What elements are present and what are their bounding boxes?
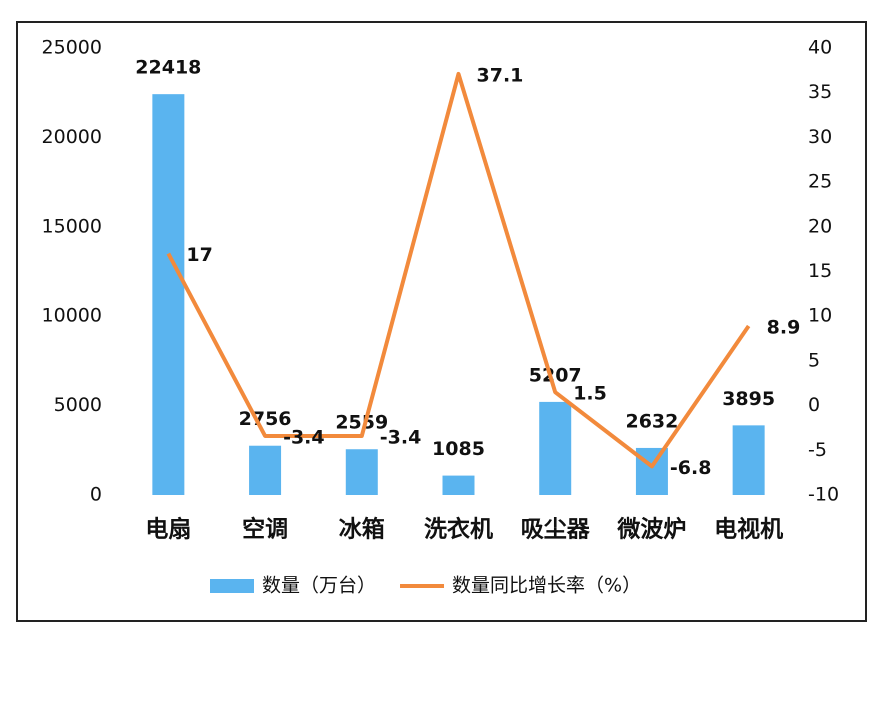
y2-tick-label: 0	[808, 394, 820, 416]
bar	[345, 449, 378, 495]
y2-tick-label: 25	[808, 171, 832, 193]
line-data-label: -3.4	[380, 426, 422, 448]
legend-label: 数量（万台）	[262, 575, 376, 597]
line	[166, 71, 751, 469]
bar	[539, 401, 572, 495]
legend-swatch	[210, 579, 254, 593]
x-tick-label: 吸尘器	[521, 517, 591, 543]
x-tick-label: 空调	[242, 516, 288, 543]
x-tick-label: 洗衣机	[424, 516, 493, 543]
y2-tick-label: 5	[808, 349, 820, 371]
line-data-label: -3.4	[283, 426, 325, 448]
line-data-label: -6.8	[670, 457, 712, 479]
y-tick-label: 25000	[42, 37, 102, 59]
bar-data-label: 2632	[625, 410, 678, 432]
y2-tick-label: 40	[808, 37, 832, 59]
x-tick-label: 冰箱	[339, 516, 385, 543]
line-data-label: 37.1	[477, 64, 524, 86]
y2-tick-label: 15	[808, 260, 832, 282]
bar-data-label: 1085	[432, 438, 485, 460]
y-tick-label: 10000	[42, 305, 102, 327]
bar	[732, 425, 765, 495]
x-tick-label: 微波炉	[616, 516, 686, 543]
bar	[442, 475, 475, 495]
line-data-label: 1.5	[573, 383, 607, 405]
y2-tick-label: 30	[808, 126, 832, 148]
legend-label: 数量同比增长率（%）	[452, 575, 641, 597]
y-tick-label: 15000	[42, 215, 102, 237]
bar-data-label: 5207	[529, 364, 582, 386]
bar	[152, 94, 185, 495]
bar	[249, 445, 282, 495]
line-data-label: 8.9	[767, 317, 801, 339]
y-tick-label: 20000	[42, 126, 102, 148]
y2-tick-label: 20	[808, 215, 832, 237]
bar-data-label: 3895	[722, 388, 775, 410]
y-tick-label: 5000	[54, 394, 102, 416]
line-data-label: 17	[186, 244, 212, 266]
y2-tick-label: 35	[808, 81, 832, 103]
bar-data-label: 22418	[135, 57, 201, 79]
y2-tick-label: -10	[808, 484, 839, 506]
bar-data-label: 2559	[335, 412, 388, 434]
y2-tick-label: 10	[808, 305, 832, 327]
bar	[635, 447, 668, 495]
x-tick-label: 电扇	[145, 516, 191, 543]
x-tick-label: 电视机	[714, 516, 783, 543]
y-tick-label: 0	[90, 484, 102, 506]
y2-tick-label: -5	[808, 439, 827, 461]
